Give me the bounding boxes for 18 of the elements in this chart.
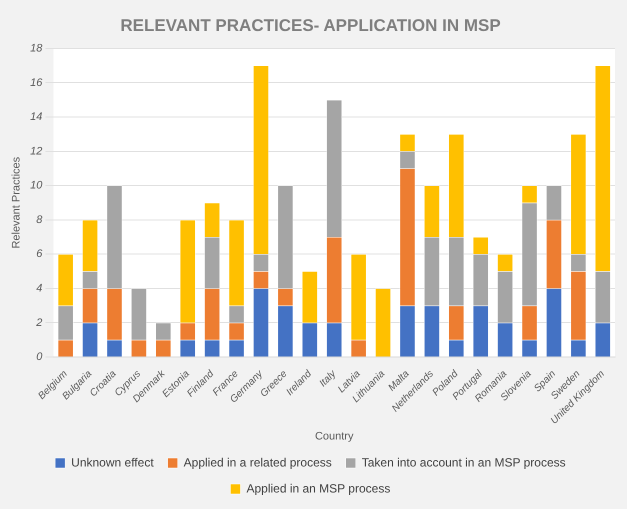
y-tick-label: 16	[30, 76, 44, 89]
y-tick-label: 10	[30, 180, 44, 192]
chart-title: RELEVANT PRACTICES- APPLICATION IN MSP	[120, 16, 501, 35]
y-axis-title: Relevant Practices	[10, 156, 23, 249]
y-tick-label: 8	[36, 214, 44, 226]
x-axis-title: Country	[314, 430, 354, 442]
y-tick-label: 0	[36, 351, 44, 364]
y-tick-label: 18	[30, 42, 44, 54]
x-tick-label: Italy	[318, 368, 340, 390]
y-tick-label: 12	[30, 145, 42, 158]
legend-label: Taken into account in an MSP process	[362, 455, 566, 470]
y-tick-label: 14	[30, 111, 42, 124]
legend-label: Applied in an MSP process	[246, 481, 390, 496]
y-tick-label: 4	[36, 282, 42, 294]
legend-label: Applied in a related process	[184, 455, 332, 470]
y-tick-label: 2	[35, 316, 42, 329]
legend-label: Unknown effect	[71, 455, 154, 470]
y-tick-label: 6	[36, 248, 44, 260]
